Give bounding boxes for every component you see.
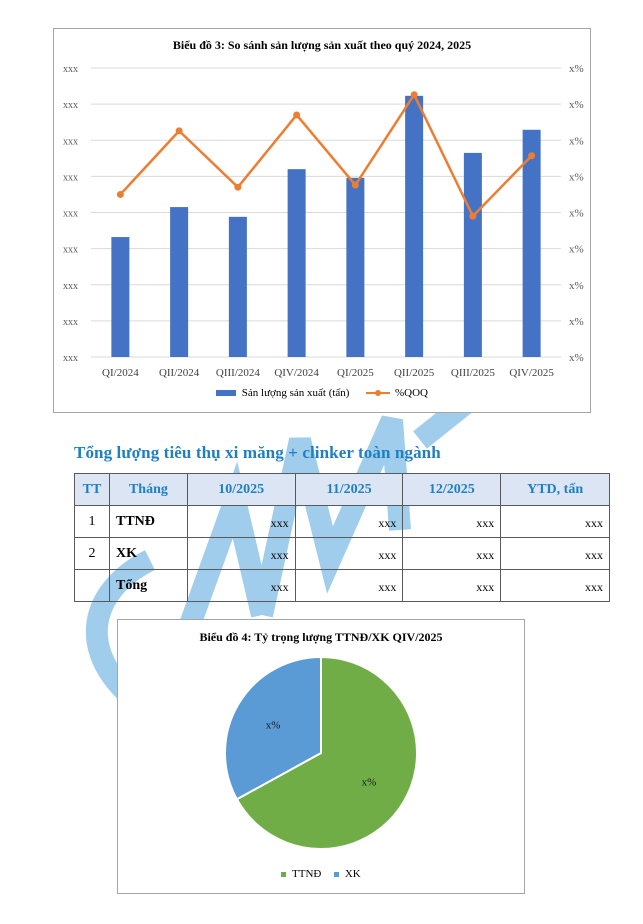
row-name: Tổng [108,569,188,602]
y-left-tick-label: xxx [63,64,78,75]
legend-xk-label: XK [344,868,361,881]
chart-title: Biểu đồ 3: So sánh sản lượng sản xuất th… [172,38,472,52]
legend-line-swatch [366,390,391,397]
table-row: 2 XK xxx xxx xxx xxx [74,537,610,570]
y-right-tick-label: x% [569,280,584,292]
x-tick-label: QII/2024 [159,367,200,379]
x-tick-label: QII/2025 [394,367,435,379]
pie-legend: TTNĐ XK [118,868,524,880]
row-name: TTNĐ [108,505,188,538]
share-pie-chart: Biểu đồ 4: Tỷ trọng lượng TTNĐ/XK QIV/20… [117,619,525,894]
chart-title: Biểu đồ 4: Tỷ trọng lượng TTNĐ/XK QIV/20… [199,630,443,644]
cell-value: xxx [500,537,610,570]
cell-value: xxx [402,537,502,570]
x-tick-label: QI/2025 [337,367,374,379]
legend-ttnd-swatch [281,871,287,877]
y-right-tick-label: x% [569,316,584,328]
x-tick-label: QIV/2025 [509,367,554,379]
y-right-tick-label: x% [569,208,584,220]
qoq-marker [469,212,477,220]
section-title: Tổng lượng tiêu thụ xi măng + clinker to… [74,443,441,462]
header-oct: 10/2025 [186,473,296,506]
bar [522,129,541,357]
x-tick-label: QI/2024 [102,367,139,379]
y-right-tick-label: x% [569,135,584,147]
qoq-marker [351,181,359,189]
legend-line-label: %QOQ [394,387,428,400]
legend-bar-label: Sản lượng sản xuất (tấn) [241,387,350,400]
chart-legend: Sản lượng sản xuất (tấn) %QOQ [54,387,590,399]
x-tick-label: QIII/2025 [451,367,495,379]
cell-value: xxx [186,537,296,570]
bar [346,177,365,357]
legend-ttnd-label: TTNĐ [292,868,322,881]
table-row: 1 TTNĐ xxx xxx xxx xxx [74,505,610,538]
cell-value: xxx [294,505,404,538]
bar [170,207,189,357]
row-index: 2 [74,537,110,570]
cell-value: xxx [294,537,404,570]
qoq-line [119,93,533,218]
y-left-tick-label: xxx [63,317,78,328]
y-right-tick-label: x% [569,171,584,183]
header-nov: 11/2025 [294,473,404,506]
x-tick-label: QIV/2024 [274,367,319,379]
qoq-marker [528,152,536,160]
header-month: Tháng [108,473,188,506]
y-left-tick-label: xxx [63,353,78,364]
header-tt: TT [74,473,110,506]
cell-value: xxx [186,569,296,602]
cell-value: xxx [500,569,610,602]
y-right-tick-label: x% [569,99,584,111]
pie-slice-ttnđ [235,655,418,850]
y-left-tick-label: xxx [63,245,78,256]
y-right-tick-label: x% [569,352,584,364]
x-tick-label: QIII/2024 [216,367,260,379]
pie-data-label: x% [266,720,281,732]
bar [228,216,247,357]
bar [463,152,482,357]
y-right-tick-label: x% [569,244,584,256]
qoq-marker [234,183,242,191]
y-right-tick-label: x% [569,63,584,75]
header-ytd: YTD, tấn [500,473,610,506]
qoq-marker [175,127,183,135]
cell-value: xxx [402,569,502,602]
qoq-marker [410,91,418,99]
cell-value: xxx [294,569,404,602]
production-chart-plot: xxx x% xxx x% xxx x% xxx x% xxx x% xxx x% xxx x% xxx x%… [63,63,584,379]
row-index [74,569,110,602]
y-left-tick-label: xxx [63,136,78,147]
y-left-tick-label: xxx [63,281,78,292]
consumption-table: TT Tháng 10/2025 11/2025 12/2025 YTD, tấ… [74,473,610,602]
y-left-tick-label: xxx [63,209,78,220]
cell-value: xxx [402,505,502,538]
y-left-tick-label: xxx [63,172,78,183]
legend-bar-swatch [216,390,237,397]
table-row-total: Tổng xxx xxx xxx xxx [74,569,610,602]
row-name: XK [108,537,188,570]
header-dec: 12/2025 [402,473,502,506]
bar [111,237,130,357]
pie-data-label: x% [362,776,377,788]
row-index: 1 [74,505,110,538]
qoq-marker [116,190,124,198]
legend-xk-swatch [334,871,340,877]
table-header-row: TT Tháng 10/2025 11/2025 12/2025 YTD, tấ… [74,473,610,506]
y-left-tick-label: xxx [63,100,78,111]
bar [405,95,424,357]
pie-plot: x% x% [224,655,418,850]
cell-value: xxx [186,505,296,538]
cell-value: xxx [500,505,610,538]
qoq-marker [293,111,301,119]
pie-slice-xk [224,655,322,801]
bar [287,169,306,357]
production-chart: Biểu đồ 3: So sánh sản lượng sản xuất th… [53,28,591,413]
